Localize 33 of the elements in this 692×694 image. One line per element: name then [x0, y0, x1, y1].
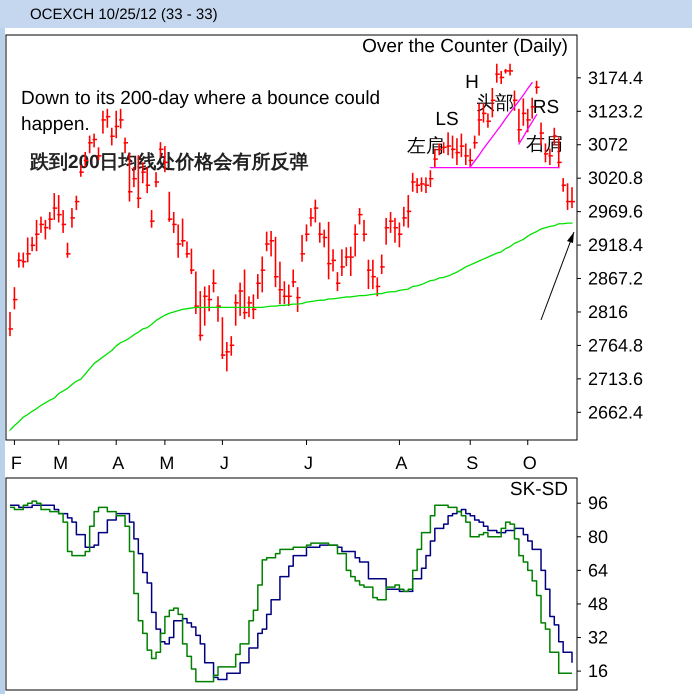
annotation: RS — [532, 97, 560, 118]
y-tick-label: 2918.4 — [588, 235, 644, 256]
y-tick-label: 3020.8 — [588, 168, 644, 188]
y-tick-label: 2816 — [588, 302, 628, 322]
y-tick-label: 64 — [588, 560, 608, 580]
y-tick-label: 2713.6 — [588, 368, 644, 389]
y-tick-label: 2764.8 — [588, 335, 644, 356]
x-tick-label: S — [466, 453, 478, 473]
x-tick-label: A — [395, 453, 408, 473]
annotation: Down to its 200-day where a bounce could happen. — [21, 88, 380, 135]
chart-title: SK-SD — [510, 479, 568, 500]
y-tick-label: 3072 — [588, 134, 628, 155]
x-tick-label: J — [304, 453, 313, 473]
x-tick-label: M — [53, 453, 68, 473]
y-tick-label: 2662.4 — [588, 402, 644, 422]
y-tick-label: 3123.2 — [588, 101, 644, 122]
y-tick-label: 96 — [588, 493, 608, 514]
y-tick-label: 80 — [588, 526, 608, 547]
x-tick-label: F — [10, 453, 22, 473]
y-tick-label: 16 — [588, 661, 608, 682]
window-caption: OCEXCH 10/25/12 (33 - 33) — [0, 0, 692, 28]
y-tick-label: 48 — [588, 594, 608, 614]
y-tick-label: 3174.4 — [588, 68, 644, 88]
y-tick-label: 2867.2 — [588, 268, 644, 289]
y-tick-label: 32 — [588, 628, 608, 648]
x-tick-label: A — [112, 453, 124, 473]
x-tick-label: M — [159, 453, 174, 473]
x-tick-label: J — [220, 453, 229, 473]
annotation: H — [465, 72, 479, 93]
y-tick-label: 2969.6 — [588, 202, 644, 222]
x-tick-label: O — [522, 453, 537, 473]
chart-title: Over the Counter (Daily) — [362, 36, 568, 57]
annotation: LS — [435, 109, 459, 130]
